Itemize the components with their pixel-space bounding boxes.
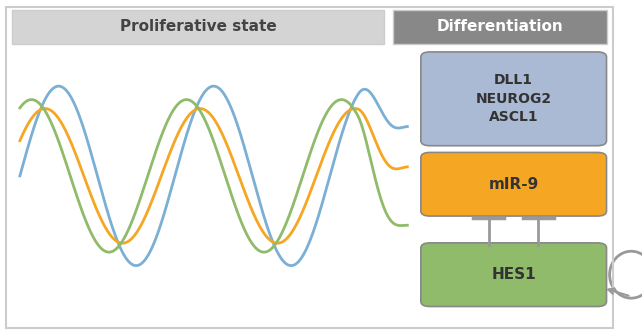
- FancyBboxPatch shape: [421, 52, 607, 146]
- Text: Proliferative state: Proliferative state: [119, 19, 277, 34]
- FancyBboxPatch shape: [393, 10, 607, 44]
- FancyBboxPatch shape: [12, 10, 384, 44]
- Text: HES1: HES1: [491, 267, 536, 282]
- Text: DLL1
NEUROG2
ASCL1: DLL1 NEUROG2 ASCL1: [476, 73, 551, 124]
- Text: Differentiation: Differentiation: [437, 19, 563, 34]
- Text: mIR-9: mIR-9: [489, 177, 539, 192]
- FancyBboxPatch shape: [421, 152, 607, 216]
- FancyBboxPatch shape: [421, 243, 607, 307]
